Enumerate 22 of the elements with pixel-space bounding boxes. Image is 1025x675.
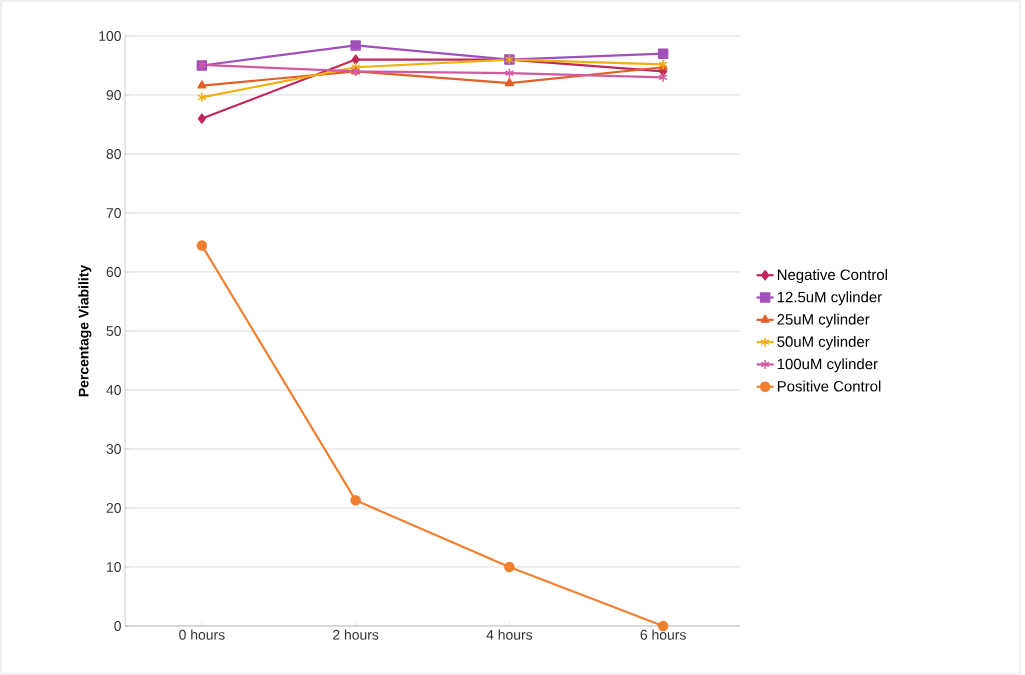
y-tick-label: 0 (114, 621, 121, 631)
legend-label: 50uM cylinder (777, 335, 870, 350)
y-tick-label: 20 (106, 503, 121, 513)
y-axis-title: Percentage Viability (78, 264, 92, 397)
y-tick-label: 60 (106, 267, 121, 277)
x-tick-label: 4 hours (486, 629, 533, 640)
legend-label: Negative Control (777, 269, 887, 283)
legend-label: 25uM cylinder (777, 313, 870, 328)
legend-label: 100uM cylinder (777, 358, 878, 373)
x-tick-label: 0 hours (179, 629, 225, 640)
y-tick-label: 90 (106, 90, 121, 100)
y-tick-label: 10 (107, 562, 121, 572)
legend-label: 12.5uM cylinder (777, 291, 882, 306)
y-tick-label: 40 (106, 385, 121, 395)
y-tick-label: 80 (106, 149, 121, 159)
x-tick-label: 2 hours (333, 629, 379, 640)
x-tick-label: 6 hours (640, 629, 686, 640)
y-tick-label: 50 (106, 326, 121, 336)
y-tick-label: 100 (99, 31, 121, 41)
y-tick-label: 30 (106, 444, 121, 454)
y-tick-label: 70 (106, 208, 121, 218)
legend-label: Positive Control (777, 380, 881, 392)
